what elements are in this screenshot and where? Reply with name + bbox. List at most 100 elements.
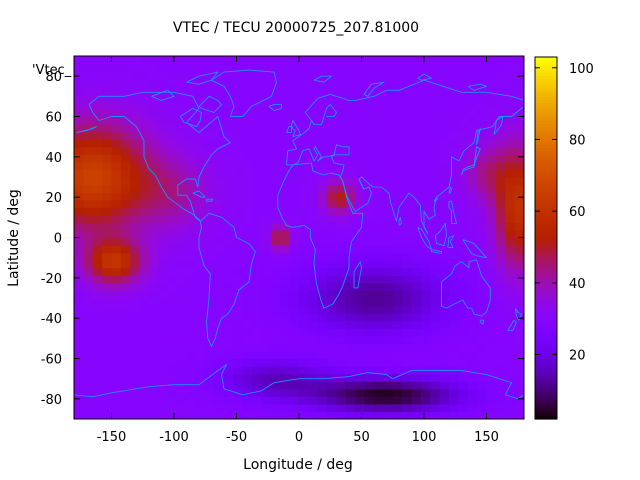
colorbar-tick-label: 80 xyxy=(569,133,586,148)
heatmap-cell xyxy=(120,275,131,284)
heatmap-cell xyxy=(74,93,84,102)
heatmap-cell xyxy=(477,396,488,405)
heatmap-cell xyxy=(402,169,413,178)
heatmap-cell xyxy=(402,267,413,276)
heatmap-cell xyxy=(505,56,516,65)
heatmap-cell xyxy=(392,101,403,110)
heatmap-cell xyxy=(120,63,131,72)
heatmap-cell xyxy=(252,71,263,80)
heatmap-cell xyxy=(167,169,178,178)
heatmap-cell xyxy=(270,146,281,155)
heatmap-cell xyxy=(92,146,103,155)
heatmap-cell xyxy=(186,388,197,397)
heatmap-cell xyxy=(430,71,441,80)
heatmap-cell xyxy=(270,366,281,375)
heatmap-cell xyxy=(289,169,300,178)
colorbar-step xyxy=(535,66,557,70)
heatmap-cell xyxy=(233,124,244,133)
heatmap-cell xyxy=(270,139,281,148)
heatmap-cell xyxy=(355,373,366,382)
heatmap-cell xyxy=(477,282,488,292)
heatmap-cell xyxy=(317,290,328,299)
heatmap-cell xyxy=(261,124,272,133)
heatmap-cell xyxy=(195,229,206,239)
heatmap-cell xyxy=(280,290,291,299)
heatmap-cell xyxy=(280,101,291,110)
heatmap-cell xyxy=(289,207,300,216)
heatmap-cell xyxy=(270,343,281,352)
heatmap-cell xyxy=(383,131,394,140)
heatmap-cell xyxy=(374,192,384,201)
heatmap-cell xyxy=(327,305,338,314)
heatmap-cell xyxy=(252,108,263,118)
heatmap-cell xyxy=(374,275,384,284)
heatmap-cell xyxy=(364,388,375,397)
heatmap-cell xyxy=(327,78,338,87)
heatmap-cell xyxy=(430,207,441,216)
heatmap-cell xyxy=(261,358,272,367)
heatmap-cell xyxy=(177,313,188,322)
heatmap-cell xyxy=(345,63,356,72)
heatmap-cell xyxy=(242,192,253,201)
heatmap-cell xyxy=(402,101,413,110)
heatmap-cell xyxy=(167,146,178,155)
heatmap-cell xyxy=(364,108,375,118)
heatmap-cell xyxy=(392,154,403,163)
heatmap-cell xyxy=(186,169,197,178)
heatmap-cell xyxy=(514,260,524,269)
heatmap-cell xyxy=(83,229,94,239)
heatmap-cell xyxy=(364,381,375,390)
heatmap-cell xyxy=(242,184,253,193)
heatmap-cell xyxy=(439,411,450,419)
heatmap-cell xyxy=(139,350,150,360)
heatmap-cell xyxy=(505,139,516,148)
heatmap-cell xyxy=(458,373,469,382)
heatmap-cell xyxy=(195,192,206,201)
heatmap-cell xyxy=(270,169,281,178)
heatmap-cell xyxy=(195,305,206,314)
heatmap-cell xyxy=(486,229,497,239)
heatmap-cell xyxy=(242,199,253,208)
heatmap-cell xyxy=(420,63,431,72)
heatmap-cell xyxy=(270,56,281,65)
heatmap-cell xyxy=(130,63,141,72)
heatmap-cell xyxy=(402,108,413,118)
heatmap-cell xyxy=(167,154,178,163)
heatmap-cell xyxy=(186,350,197,360)
heatmap-cell xyxy=(345,124,356,133)
heatmap-cell xyxy=(92,63,103,72)
colorbar-step xyxy=(535,99,557,103)
heatmap-cell xyxy=(467,222,478,231)
heatmap-cell xyxy=(83,207,94,216)
heatmap-cell xyxy=(308,411,319,419)
heatmap-cell xyxy=(92,275,103,284)
heatmap-cell xyxy=(186,358,197,367)
heatmap-cell xyxy=(345,93,356,102)
heatmap-cell xyxy=(392,124,403,133)
heatmap-cell xyxy=(317,56,328,65)
colorbar-step xyxy=(535,108,557,112)
heatmap-cell xyxy=(336,222,347,231)
heatmap-cell xyxy=(139,396,150,405)
heatmap-cell xyxy=(224,298,234,307)
heatmap-cell xyxy=(130,56,141,65)
heatmap-cell xyxy=(458,267,469,276)
heatmap-cell xyxy=(280,108,291,118)
heatmap-cell xyxy=(139,161,150,171)
heatmap-cell xyxy=(477,199,488,208)
heatmap-cell xyxy=(439,86,450,95)
heatmap-cell xyxy=(308,260,319,269)
heatmap-cell xyxy=(261,139,272,148)
heatmap-cell xyxy=(224,108,234,118)
heatmap-cell xyxy=(439,290,450,299)
heatmap-cell xyxy=(130,71,141,80)
heatmap-cell xyxy=(411,229,422,239)
heatmap-cell xyxy=(177,86,188,95)
heatmap-cell xyxy=(83,124,94,133)
heatmap-cell xyxy=(74,146,84,155)
heatmap-cell xyxy=(308,63,319,72)
heatmap-cell xyxy=(439,222,450,231)
heatmap-cell xyxy=(514,108,524,118)
heatmap-cell xyxy=(449,116,459,125)
heatmap-cell xyxy=(214,78,225,87)
